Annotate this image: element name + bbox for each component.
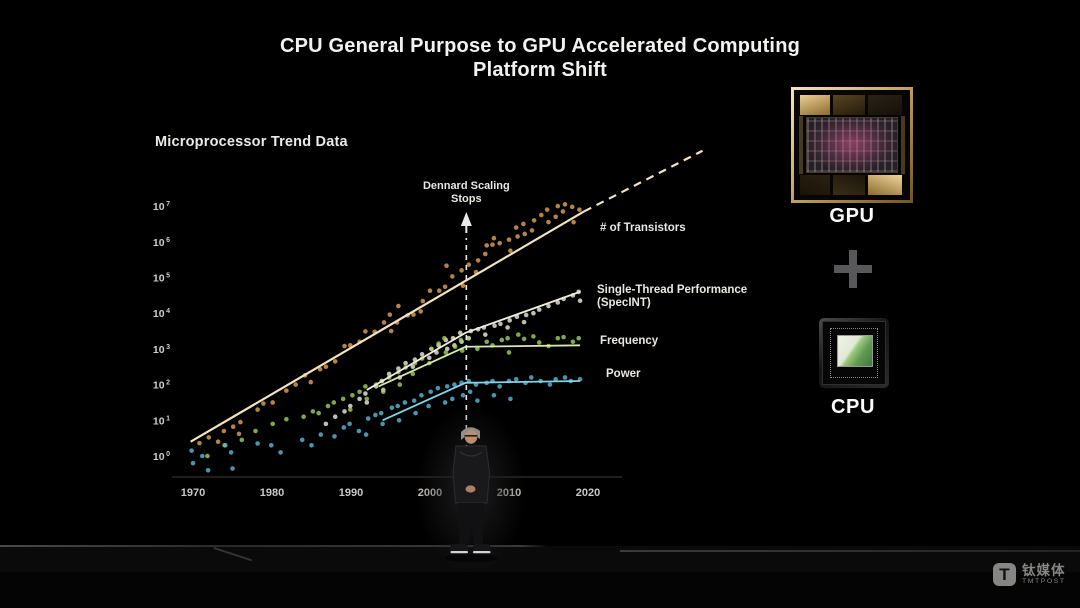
gpu-hbm-block	[833, 175, 865, 195]
dennard-label-line1: Dennard Scaling	[423, 180, 510, 192]
watermark-en-text: TMTPOST	[1022, 578, 1066, 585]
trendline-power	[382, 380, 581, 422]
slide-title-line2: Platform Shift	[473, 59, 607, 81]
gpu-edge-text	[901, 116, 905, 174]
gpu-hbm-block	[833, 95, 865, 115]
x-tick-label: 1970	[181, 487, 205, 499]
series-label-power: Power	[606, 368, 641, 380]
series-label-transistors: # of Transistors	[600, 222, 686, 234]
watermark-cn-text: 钛媒体	[1022, 563, 1066, 578]
dennard-arrow-icon	[460, 212, 472, 226]
plus-icon	[834, 250, 872, 288]
presenter-shoe-sole-left	[450, 551, 468, 554]
trendline-transistors	[190, 210, 585, 443]
presenter-face	[464, 430, 478, 444]
y-tick-label: 10 1	[153, 415, 170, 427]
series-label-single_thread: Single-Thread Performance	[597, 284, 747, 296]
gpu-edge-text	[799, 116, 803, 174]
x-tick-label: 1980	[260, 487, 284, 499]
slide-title-line1: CPU General Purpose to GPU Accelerated C…	[279, 35, 801, 57]
gpu-label: GPU	[829, 205, 875, 227]
y-tick-label: 10 0	[153, 451, 170, 463]
cpu-label: CPU	[830, 396, 876, 418]
cpu-pins	[830, 328, 878, 378]
presenter-glasses	[464, 435, 478, 437]
y-tick-label: 10 6	[153, 237, 170, 249]
x-tick-label: 2020	[576, 487, 600, 499]
presenter-jacket-collar	[459, 451, 483, 457]
gpu-hbm-block	[868, 175, 902, 195]
cpu-chip-substrate	[822, 321, 886, 385]
series-transistors-points	[197, 202, 582, 446]
y-tick-label: 10 4	[153, 308, 170, 320]
trendline-transistors	[583, 149, 704, 213]
chart-heading: Microprocessor Trend Data	[155, 134, 348, 150]
presenter	[416, 405, 526, 575]
gpu-chip-substrate	[794, 90, 910, 200]
tmtpost-logo-icon: T	[993, 563, 1016, 586]
stage-edge-left	[0, 545, 548, 547]
cpu-chip-image	[819, 318, 889, 388]
x-tick-label: 1990	[339, 487, 363, 499]
stage-floor	[0, 572, 1080, 608]
series-label-frequency: Frequency	[600, 335, 659, 347]
gpu-hbm-block	[800, 175, 830, 195]
series-label-single_thread: (SpecINT)	[597, 297, 651, 309]
dennard-label-line2: Stops	[451, 193, 482, 205]
y-tick-label: 10 2	[153, 380, 170, 392]
y-tick-label: 10 5	[153, 273, 170, 285]
gpu-hbm-block	[800, 95, 830, 115]
tmtpost-watermark: T 钛媒体 TMTPOST	[993, 563, 1066, 586]
presenter-hands	[465, 485, 476, 493]
presenter-shoe-sole-right	[473, 551, 491, 554]
slide-title: CPU General Purpose to GPU Accelerated C…	[0, 34, 1080, 82]
presenter-pants	[458, 503, 484, 544]
y-tick-label: 10 7	[153, 201, 170, 213]
cpu-die	[837, 335, 873, 367]
gpu-chip-image	[791, 87, 913, 203]
stage-edge-right	[620, 550, 1080, 552]
presenter-shoe-left	[450, 544, 468, 553]
gpu-die	[807, 118, 897, 172]
y-tick-label: 10 3	[153, 344, 170, 356]
presenter-shadow	[444, 554, 498, 562]
gpu-hbm-block	[868, 95, 902, 115]
presenter-shoe-right	[473, 544, 491, 553]
presenter-jacket	[452, 445, 491, 504]
trendline-single_thread	[366, 290, 581, 391]
